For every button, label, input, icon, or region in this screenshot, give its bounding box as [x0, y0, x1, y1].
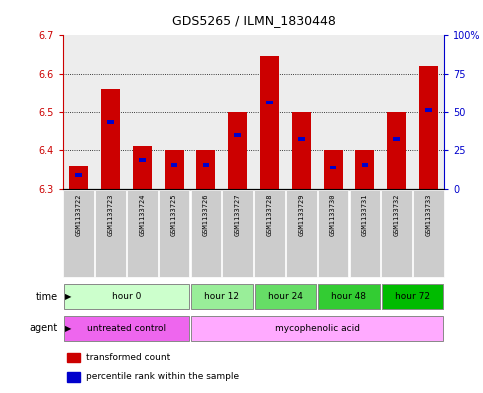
Bar: [393, 137, 400, 141]
FancyBboxPatch shape: [254, 191, 285, 277]
FancyBboxPatch shape: [159, 191, 189, 277]
Bar: [133, 147, 152, 189]
Text: hour 24: hour 24: [268, 292, 303, 301]
FancyBboxPatch shape: [191, 284, 253, 309]
Bar: [139, 158, 145, 162]
Text: GSM1133723: GSM1133723: [108, 193, 114, 236]
Text: agent: agent: [30, 323, 58, 333]
Bar: [95, 35, 127, 189]
Bar: [67, 372, 80, 382]
Bar: [190, 35, 222, 189]
Bar: [260, 57, 279, 189]
Bar: [196, 150, 215, 189]
FancyBboxPatch shape: [255, 284, 316, 309]
Text: GSM1133728: GSM1133728: [267, 193, 272, 236]
FancyBboxPatch shape: [191, 191, 221, 277]
Text: GSM1133730: GSM1133730: [330, 193, 336, 236]
FancyBboxPatch shape: [64, 316, 189, 341]
Bar: [158, 35, 190, 189]
Text: hour 48: hour 48: [331, 292, 367, 301]
Text: GSM1133724: GSM1133724: [139, 193, 145, 236]
Bar: [355, 150, 374, 189]
FancyBboxPatch shape: [318, 191, 348, 277]
Bar: [165, 150, 184, 189]
Bar: [63, 35, 95, 189]
Bar: [254, 35, 285, 189]
Bar: [285, 35, 317, 189]
Text: hour 12: hour 12: [204, 292, 239, 301]
Bar: [67, 353, 80, 362]
Text: percentile rank within the sample: percentile rank within the sample: [85, 373, 239, 382]
FancyBboxPatch shape: [413, 191, 444, 277]
Text: GSM1133731: GSM1133731: [362, 193, 368, 236]
Bar: [75, 173, 82, 177]
Text: GSM1133732: GSM1133732: [394, 193, 399, 236]
FancyBboxPatch shape: [318, 284, 380, 309]
Text: GSM1133722: GSM1133722: [76, 193, 82, 236]
FancyBboxPatch shape: [350, 191, 380, 277]
Bar: [387, 112, 406, 189]
Bar: [330, 165, 336, 169]
FancyBboxPatch shape: [127, 191, 157, 277]
Text: ▶: ▶: [65, 324, 71, 332]
Bar: [425, 108, 432, 112]
Text: GSM1133733: GSM1133733: [426, 193, 431, 236]
Text: untreated control: untreated control: [87, 324, 166, 332]
FancyBboxPatch shape: [95, 191, 126, 277]
Bar: [324, 150, 342, 189]
FancyBboxPatch shape: [64, 284, 189, 309]
Bar: [292, 112, 311, 189]
Bar: [228, 112, 247, 189]
FancyBboxPatch shape: [382, 191, 412, 277]
Text: GSM1133725: GSM1133725: [171, 193, 177, 236]
Text: transformed count: transformed count: [85, 353, 170, 362]
Bar: [107, 120, 114, 123]
Text: hour 0: hour 0: [112, 292, 141, 301]
Bar: [171, 163, 177, 167]
Text: hour 72: hour 72: [395, 292, 430, 301]
Bar: [362, 163, 368, 167]
Bar: [298, 137, 305, 141]
Bar: [234, 133, 241, 137]
Text: GSM1133726: GSM1133726: [203, 193, 209, 236]
Bar: [101, 89, 120, 189]
Bar: [349, 35, 381, 189]
Text: GSM1133729: GSM1133729: [298, 193, 304, 236]
Text: ▶: ▶: [65, 292, 71, 301]
FancyBboxPatch shape: [222, 191, 253, 277]
Text: GSM1133727: GSM1133727: [235, 193, 241, 236]
FancyBboxPatch shape: [382, 284, 443, 309]
Bar: [202, 163, 209, 167]
Bar: [317, 35, 349, 189]
Bar: [381, 35, 412, 189]
Text: time: time: [36, 292, 58, 302]
Text: GDS5265 / ILMN_1830448: GDS5265 / ILMN_1830448: [171, 14, 336, 27]
FancyBboxPatch shape: [63, 191, 94, 277]
FancyBboxPatch shape: [286, 191, 316, 277]
Bar: [419, 66, 438, 189]
Bar: [127, 35, 158, 189]
Bar: [222, 35, 254, 189]
Bar: [266, 101, 273, 104]
FancyBboxPatch shape: [191, 316, 443, 341]
Text: mycophenolic acid: mycophenolic acid: [275, 324, 360, 332]
Bar: [412, 35, 444, 189]
Bar: [69, 165, 88, 189]
